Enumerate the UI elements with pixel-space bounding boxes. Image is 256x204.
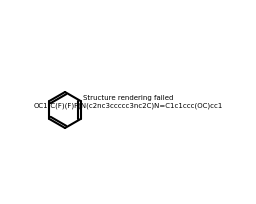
Text: Structure rendering failed
OC1(C(F)(F)F)N(c2nc3ccccc3nc2C)N=C1c1ccc(OC)cc1: Structure rendering failed OC1(C(F)(F)F)… [33, 95, 223, 109]
